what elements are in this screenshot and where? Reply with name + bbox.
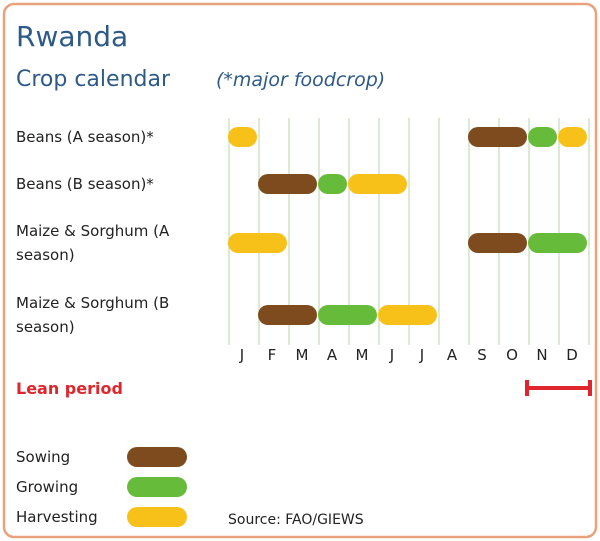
- legend-label: Growing: [16, 478, 78, 496]
- month-label: N: [536, 346, 547, 364]
- month-label: A: [447, 346, 458, 364]
- month-label: A: [327, 346, 338, 364]
- legend-swatch: [127, 477, 187, 497]
- legend-label: Harvesting: [16, 508, 98, 526]
- phase-bar: [558, 127, 587, 147]
- phase-bar: [348, 174, 407, 194]
- crop-label: season): [16, 318, 75, 336]
- phase-bar: [468, 233, 527, 253]
- source: Source: FAO/GIEWS: [228, 512, 364, 528]
- crop-label: season): [16, 246, 75, 264]
- note: (*major foodcrop): [216, 69, 385, 91]
- title: Rwanda: [16, 20, 128, 53]
- phase-bar: [468, 127, 527, 147]
- month-label: J: [419, 346, 424, 364]
- month-label: M: [356, 346, 369, 364]
- month-label: S: [477, 346, 487, 364]
- crop-label: Beans (B season)*: [16, 175, 154, 193]
- phase-bar: [318, 305, 377, 325]
- crop-label: Maize & Sorghum (B: [16, 294, 169, 312]
- phase-bar: [258, 174, 317, 194]
- month-label: J: [239, 346, 244, 364]
- month-label: O: [506, 346, 518, 364]
- month-label: M: [296, 346, 309, 364]
- subtitle: Crop calendar: [16, 67, 171, 92]
- month-label: D: [566, 346, 578, 364]
- lean-label: Lean period: [16, 379, 123, 398]
- month-label: F: [268, 346, 277, 364]
- phase-bar: [228, 233, 287, 253]
- crop-label: Maize & Sorghum (A: [16, 222, 170, 240]
- phase-bar: [258, 305, 317, 325]
- phase-bar: [318, 174, 347, 194]
- crop-label: Beans (A season)*: [16, 128, 154, 146]
- legend-swatch: [127, 507, 187, 527]
- phase-bar: [528, 127, 557, 147]
- phase-bar: [528, 233, 587, 253]
- month-label: J: [389, 346, 394, 364]
- phase-bar: [228, 127, 257, 147]
- phase-bar: [378, 305, 437, 325]
- legend-label: Sowing: [16, 448, 70, 466]
- legend-swatch: [127, 447, 187, 467]
